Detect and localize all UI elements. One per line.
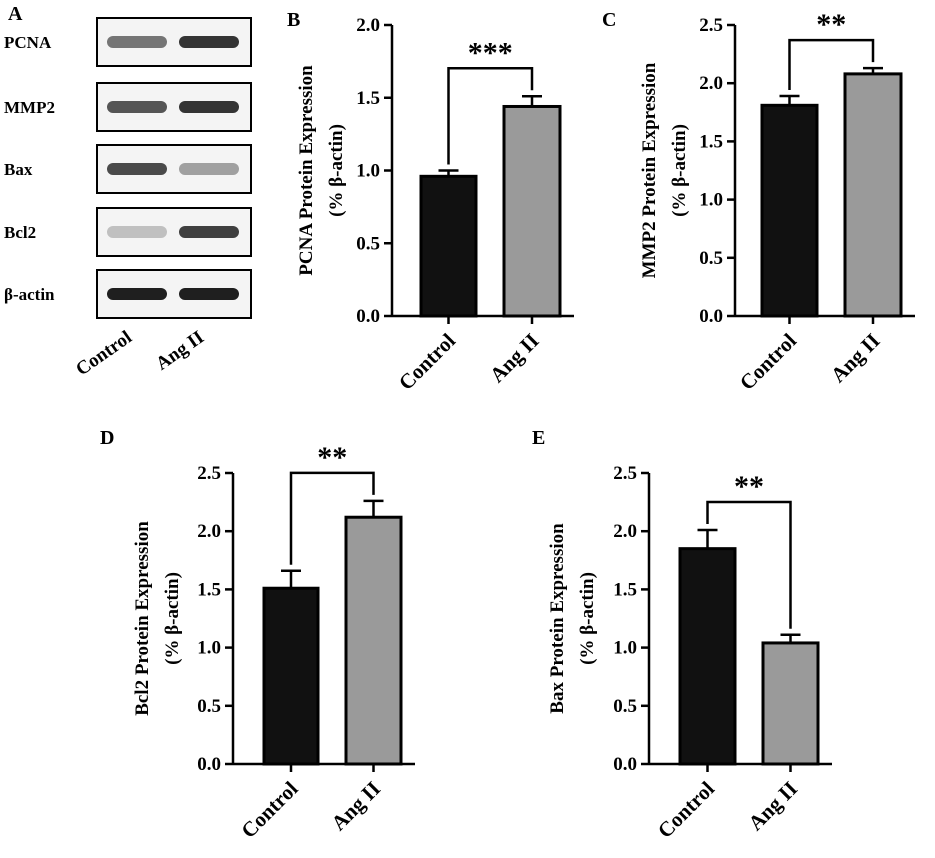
blot-band <box>107 163 167 175</box>
y-axis-title-line2: (% β-actin) <box>577 572 598 665</box>
y-axis-title-line1: Bcl2 Protein Expression <box>132 521 153 716</box>
blot-band <box>179 36 239 48</box>
western-blot-panel: A PCNA MMP2 Bax Bcl2 β-actin Control Ang II <box>4 3 252 380</box>
y-tick-label: 0.0 <box>197 754 221 775</box>
y-tick-label: 0.5 <box>197 696 221 717</box>
blot-row: PCNA <box>4 17 252 67</box>
bar-ang-ii <box>344 515 403 766</box>
blot-band <box>179 288 239 300</box>
y-tick-label: 1.5 <box>197 579 221 600</box>
y-axis-title-line1: Bax Protein Expression <box>547 523 568 714</box>
y-tick-label: 2.5 <box>699 15 723 36</box>
bar-ang-ii <box>761 641 820 766</box>
y-tick-label: 1.5 <box>699 131 723 152</box>
y-tick-label: 0.5 <box>356 233 380 254</box>
y-tick-label: 2.0 <box>356 15 380 36</box>
x-category-label: Control <box>394 328 460 394</box>
blot-band <box>179 163 239 175</box>
bar-control <box>678 547 737 766</box>
blot-row-label: Bcl2 <box>4 223 36 242</box>
blot-row-label: Bax <box>4 160 33 179</box>
blot-row: MMP2 <box>4 82 252 132</box>
blot-row: Bax <box>4 144 252 194</box>
y-tick-label: 1.5 <box>356 88 380 109</box>
blot-band <box>107 101 167 113</box>
panel-letter: D <box>100 427 114 449</box>
significance-label: ** <box>816 8 846 41</box>
bar-chart-d: D 0.0 0.5 1.0 1.5 2.0 2.5 Bcl2 Protein Expressi… <box>100 427 415 843</box>
significance-bracket <box>788 38 875 91</box>
blot-band <box>107 36 167 48</box>
y-axis-title-line2: (% β-actin) <box>669 124 690 217</box>
y-tick-label: 2.0 <box>197 521 221 542</box>
y-tick-label: 2.0 <box>613 521 637 542</box>
y-axis-title-line1: PCNA Protein Expression <box>296 65 317 276</box>
y-tick-label: 0.0 <box>356 306 380 327</box>
y-axis-title-line1: MMP2 Protein Expression <box>639 62 660 278</box>
y-tick-label: 1.5 <box>613 579 637 600</box>
blot-row: Bcl2 <box>4 207 252 257</box>
significance-label: ** <box>734 470 764 503</box>
y-tick-label: 2.5 <box>613 463 637 484</box>
significance-bracket <box>289 471 375 565</box>
blot-band <box>107 288 167 300</box>
significance-bracket <box>447 67 534 165</box>
x-category-label: Ang II <box>485 329 544 388</box>
blot-row-label: PCNA <box>4 33 52 52</box>
y-tick-label: 1.0 <box>613 638 637 659</box>
bar-ang-ii <box>502 104 562 318</box>
blot-band <box>179 226 239 238</box>
significance-bracket <box>706 500 792 629</box>
panel-letter: B <box>287 9 300 31</box>
panel-letter-a: A <box>8 3 23 25</box>
bar-control <box>760 103 819 318</box>
y-tick-label: 0.5 <box>699 248 723 269</box>
blot-lane-label-control: Control <box>72 327 136 380</box>
y-tick-label: 0.0 <box>613 754 637 775</box>
y-tick-label: 1.0 <box>699 190 723 211</box>
bar-ang-ii <box>843 72 903 318</box>
blot-row-label: MMP2 <box>4 98 55 117</box>
x-category-label: Control <box>236 776 302 842</box>
y-tick-label: 0.5 <box>613 696 637 717</box>
bar-control <box>262 586 320 766</box>
y-tick-label: 2.0 <box>699 73 723 94</box>
x-category-label: Control <box>735 328 801 394</box>
y-tick-label: 2.5 <box>197 463 221 484</box>
x-category-label: Control <box>653 776 719 842</box>
bar-chart-b: B 0.0 0.5 1.0 1.5 2.0 PCNA Protein Expression (… <box>287 9 574 395</box>
panel-letter: E <box>532 427 545 449</box>
x-category-label: Ang II <box>743 777 802 836</box>
y-tick-label: 1.0 <box>197 638 221 659</box>
panel-letter: C <box>602 9 616 31</box>
significance-label: *** <box>468 36 513 69</box>
bar-control <box>419 174 478 318</box>
blot-band <box>107 226 167 238</box>
y-axis-title-line2: (% β-actin) <box>162 572 183 665</box>
x-category-label: Ang II <box>326 777 385 836</box>
blot-row-label: β-actin <box>4 285 55 304</box>
bar-chart-c: C 0.0 0.5 1.0 1.5 2.0 2.5 MMP2 Protein Expressi… <box>602 8 915 395</box>
y-axis-title-line2: (% β-actin) <box>326 124 347 217</box>
blot-row: β-actin <box>4 269 252 319</box>
y-tick-label: 0.0 <box>699 306 723 327</box>
blot-band <box>179 101 239 113</box>
bar-chart-e: E 0.0 0.5 1.0 1.5 2.0 2.5 Bax Protein Expressio… <box>532 427 832 843</box>
x-category-label: Ang II <box>826 329 885 388</box>
y-tick-label: 1.0 <box>356 161 380 182</box>
significance-label: ** <box>317 441 347 474</box>
blot-lane-label-ang-ii: Ang II <box>152 327 208 375</box>
